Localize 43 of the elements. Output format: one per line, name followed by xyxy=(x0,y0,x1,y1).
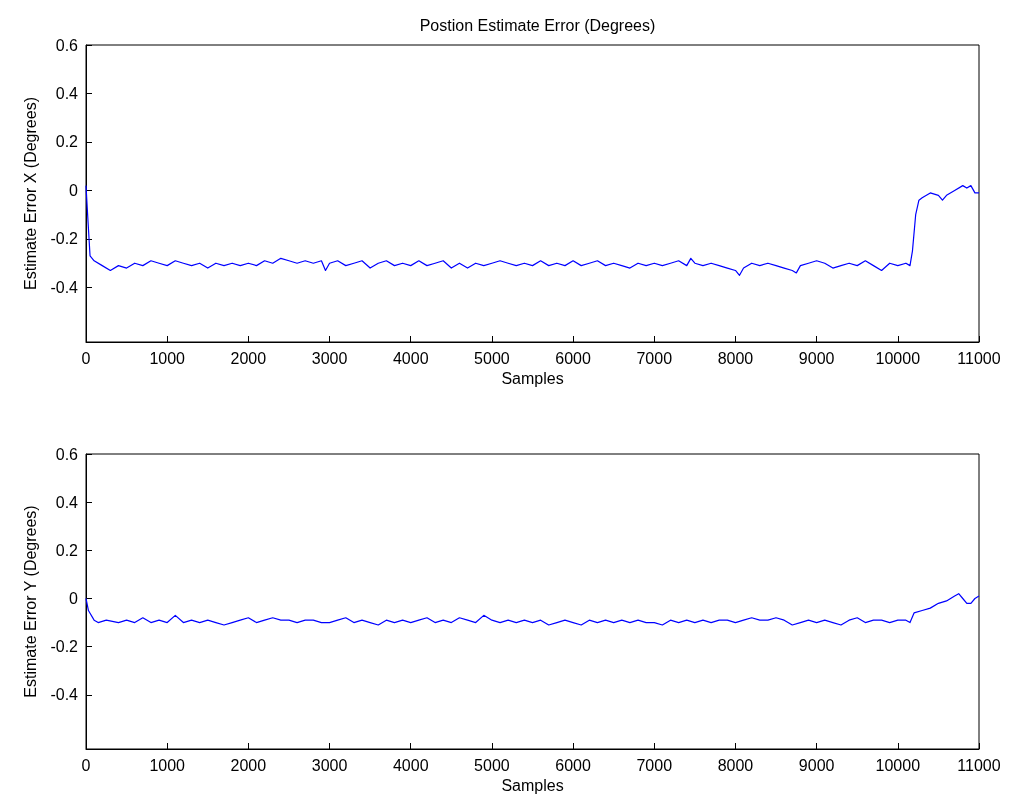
x-tick-label: 11000 xyxy=(957,349,1001,367)
line-series xyxy=(85,185,980,276)
y-tick-label: 0.2 xyxy=(55,541,79,559)
x-tick-label: 8000 xyxy=(717,756,754,774)
y-tick-label: 0.6 xyxy=(55,445,79,463)
x-tick-label: 5000 xyxy=(474,349,510,367)
x-tick-label: 1000 xyxy=(149,349,186,367)
y-tick-label: 0.6 xyxy=(55,36,79,54)
x-tick-label: 0 xyxy=(81,349,91,367)
y-tick-label: -0.2 xyxy=(50,230,79,248)
y-tick-label: 0 xyxy=(69,181,79,199)
y-tick-label: 0.4 xyxy=(55,493,79,511)
x-tick-label: 7000 xyxy=(636,349,673,367)
x-tick-label: 10000 xyxy=(875,349,921,367)
y-axis-title: Estimate Error Y (Degrees) xyxy=(21,505,39,698)
x-tick-label: 7000 xyxy=(636,756,673,774)
y-tick-label: -0.4 xyxy=(50,686,79,704)
x-tick-label: 8000 xyxy=(717,349,754,367)
x-tick-label: 4000 xyxy=(392,349,429,367)
y-axis-title: Estimate Error X (Degrees) xyxy=(21,97,39,290)
x-tick-label: 3000 xyxy=(311,349,348,367)
x-tick-label: 1000 xyxy=(149,756,186,774)
y-tick-label: 0.2 xyxy=(55,133,79,151)
y-tick-label: 0.4 xyxy=(55,84,79,102)
x-tick-label: 9000 xyxy=(798,756,835,774)
x-tick-label: 6000 xyxy=(555,756,591,774)
x-tick-label: 2000 xyxy=(230,349,267,367)
x-tick-label: 2000 xyxy=(230,756,267,774)
x-tick-label: 11000 xyxy=(957,756,1001,774)
x-tick-label: 5000 xyxy=(474,756,510,774)
x-tick-label: 3000 xyxy=(311,756,348,774)
x-axis-title: Samples xyxy=(501,777,564,795)
y-tick-label: -0.4 xyxy=(50,278,79,296)
x-tick-label: 4000 xyxy=(392,756,429,774)
x-tick-label: 10000 xyxy=(875,756,921,774)
chart-title: Postion Estimate Error (Degrees) xyxy=(419,16,656,34)
y-tick-label: -0.2 xyxy=(50,638,79,656)
x-tick-label: 6000 xyxy=(555,349,591,367)
x-axis-title: Samples xyxy=(501,370,564,388)
x-tick-label: 9000 xyxy=(798,349,835,367)
y-tick-label: 0 xyxy=(69,589,79,607)
x-tick-label: 0 xyxy=(81,756,91,774)
line-series xyxy=(85,593,980,626)
